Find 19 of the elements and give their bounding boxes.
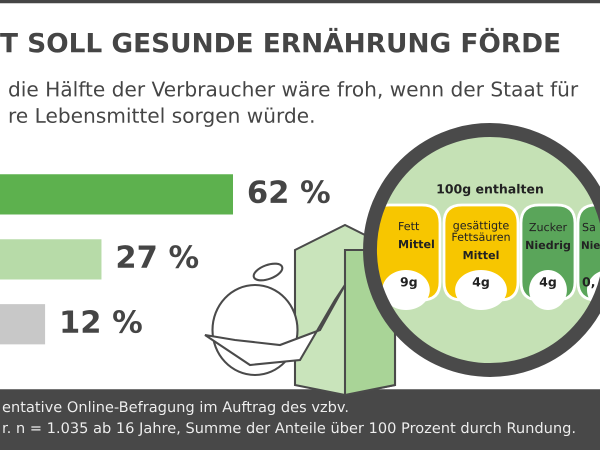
data-label: 27 % <box>118 245 198 268</box>
text: Sa <box>582 222 595 232</box>
text: 4g <box>540 277 556 290</box>
text: 4g <box>472 277 489 290</box>
text: Nie <box>582 240 600 250</box>
text: Fett <box>399 222 420 230</box>
text: Mittel <box>399 240 434 248</box>
text: Zucker <box>529 222 568 232</box>
text: 100g enthalten <box>438 184 543 196</box>
text: 9g <box>400 277 417 290</box>
text: Mittel <box>464 250 498 260</box>
text: Niedrig <box>526 240 570 252</box>
chart-title: T SOLL GESUNDE ERNÄHRUNG FÖRDE <box>0 28 560 53</box>
data-label: 62 % <box>248 180 330 204</box>
text: gesättigte Fettsäuren <box>452 220 510 242</box>
text: entative Online-Befragung im Auftrag des vzbv. <box>2 400 348 416</box>
data-label: 12 % <box>62 310 142 334</box>
text: r. n = 1.035 ab 16 Jahre, Summe der Anteile über 100 Prozent durch Rundung. <box>3 422 574 436</box>
text: die Hälfte der Verbraucher wäre froh, wenn der Staat für re Lebensmittel sorgen würde. <box>9 81 578 127</box>
